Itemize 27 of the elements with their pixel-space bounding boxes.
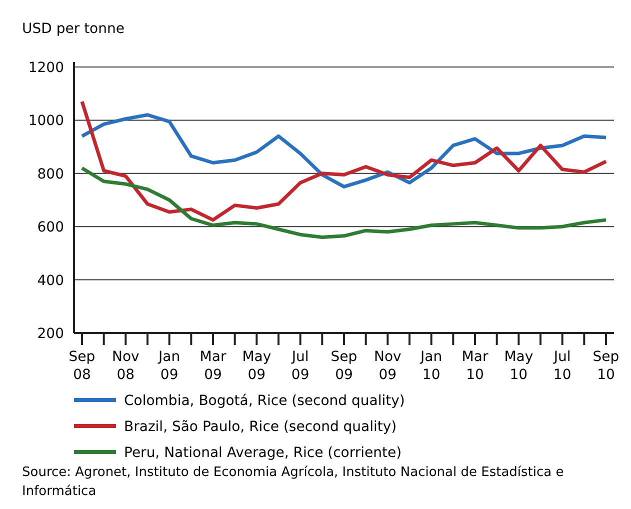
y-tick-label: 600 [37, 220, 64, 236]
y-axis-title: USD per tonne [22, 21, 124, 37]
source-note: Source: Agronet, Instituto de Economia Agrícola, Instituto Nacional de Estadística e Informática [22, 464, 565, 501]
line-series [80, 166, 608, 239]
x-tick-label: Mar 09 [200, 349, 226, 383]
y-tick-label: 200 [37, 326, 64, 342]
x-tick-label: Sep 10 [592, 349, 620, 383]
legend-label: Brazil, São Paulo, Rice (second quality) [124, 419, 397, 435]
y-tick-label: 1000 [28, 113, 64, 130]
x-tick-label: Jan 09 [158, 349, 180, 383]
legend-label: Colombia, Bogotá, Rice (second quality) [124, 393, 405, 409]
x-tick-label: Sep 08 [68, 349, 96, 383]
x-tick-label: Jul 10 [552, 349, 572, 383]
x-tick-label: May 09 [242, 349, 272, 383]
x-tick-label: Sep 09 [330, 349, 358, 383]
x-tick-label: Jul 09 [290, 349, 310, 383]
x-tick-label: Mar 10 [462, 349, 488, 383]
x-tick-label: Nov 09 [374, 349, 402, 383]
line-series [80, 113, 608, 188]
x-tick-label: Nov 08 [112, 349, 140, 383]
y-tick-label: 400 [37, 272, 64, 289]
x-tick-label: Jan 10 [420, 349, 442, 383]
x-tick-label: May 10 [504, 349, 534, 383]
y-tick-label: 800 [37, 166, 64, 182]
line-series [80, 100, 608, 222]
legend-label: Peru, National Average, Rice (corriente) [124, 445, 402, 461]
y-tick-label: 1200 [28, 60, 64, 76]
